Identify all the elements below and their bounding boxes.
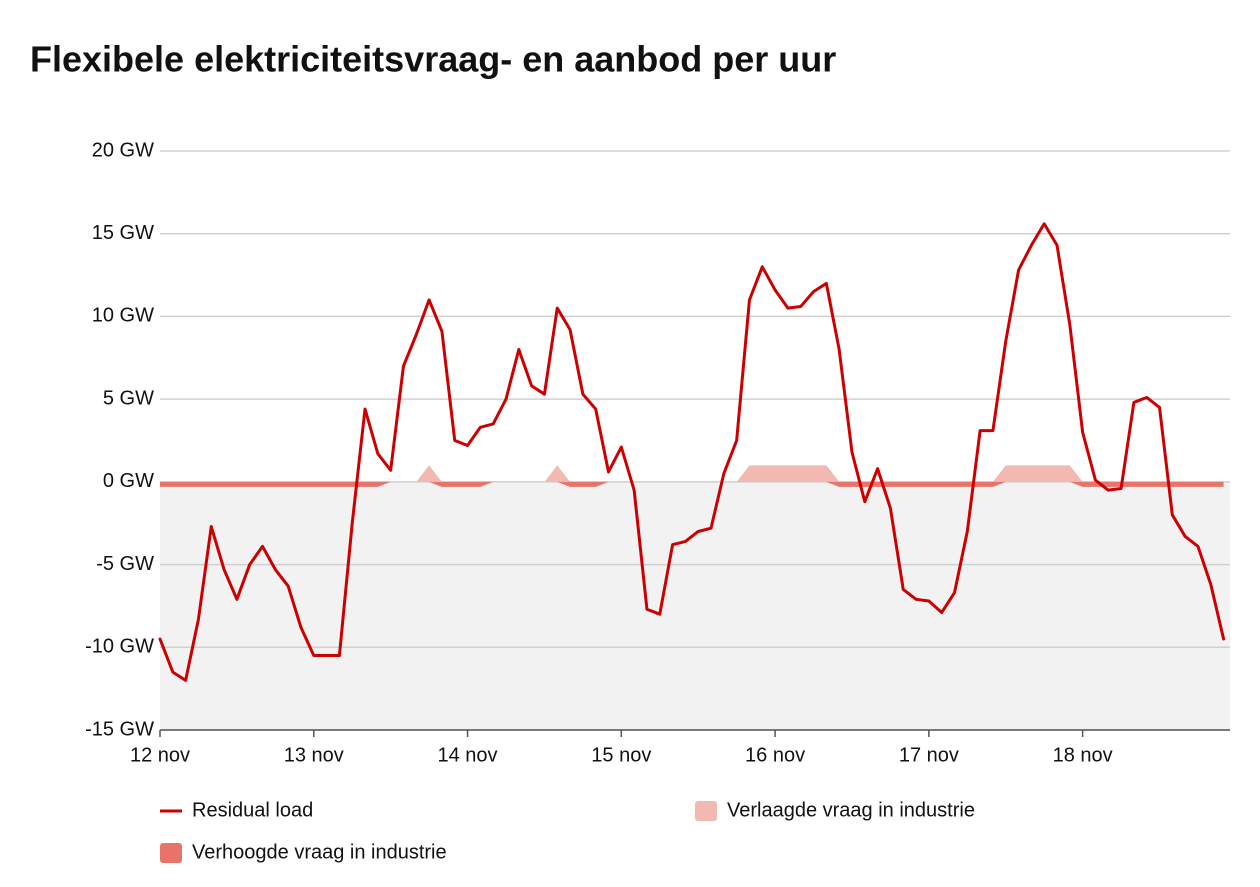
x-tick-label: 15 nov	[591, 744, 651, 766]
y-tick-label: -10 GW	[85, 636, 154, 658]
x-tick-label: 17 nov	[899, 744, 959, 766]
x-tick-label: 14 nov	[438, 744, 498, 766]
area	[160, 481, 1224, 487]
area	[160, 465, 1224, 482]
y-tick-label: 5 GW	[103, 387, 154, 409]
x-tick-label: 12 nov	[130, 744, 190, 766]
legend-label: Residual load	[192, 799, 313, 821]
legend-label: Verhoogde vraag in industrie	[192, 841, 447, 863]
y-tick-label: 10 GW	[92, 305, 154, 327]
y-tick-label: 20 GW	[92, 139, 154, 161]
x-tick-label: 13 nov	[284, 744, 344, 766]
legend-label: Verlaagde vraag in industrie	[727, 799, 975, 821]
y-tick-label: 15 GW	[92, 222, 154, 244]
x-tick-label: 18 nov	[1053, 744, 1113, 766]
chart-title: Flexibele elektriciteitsvraag- en aanbod…	[30, 39, 836, 80]
y-tick-label: -15 GW	[85, 718, 154, 740]
line	[158, 222, 1226, 682]
y-tick-label: 0 GW	[103, 470, 154, 492]
negative-region	[160, 481, 1230, 730]
x-tick-label: 16 nov	[745, 744, 805, 766]
legend-swatch	[695, 801, 717, 821]
legend-swatch	[160, 843, 182, 863]
y-tick-label: -5 GW	[96, 553, 154, 575]
